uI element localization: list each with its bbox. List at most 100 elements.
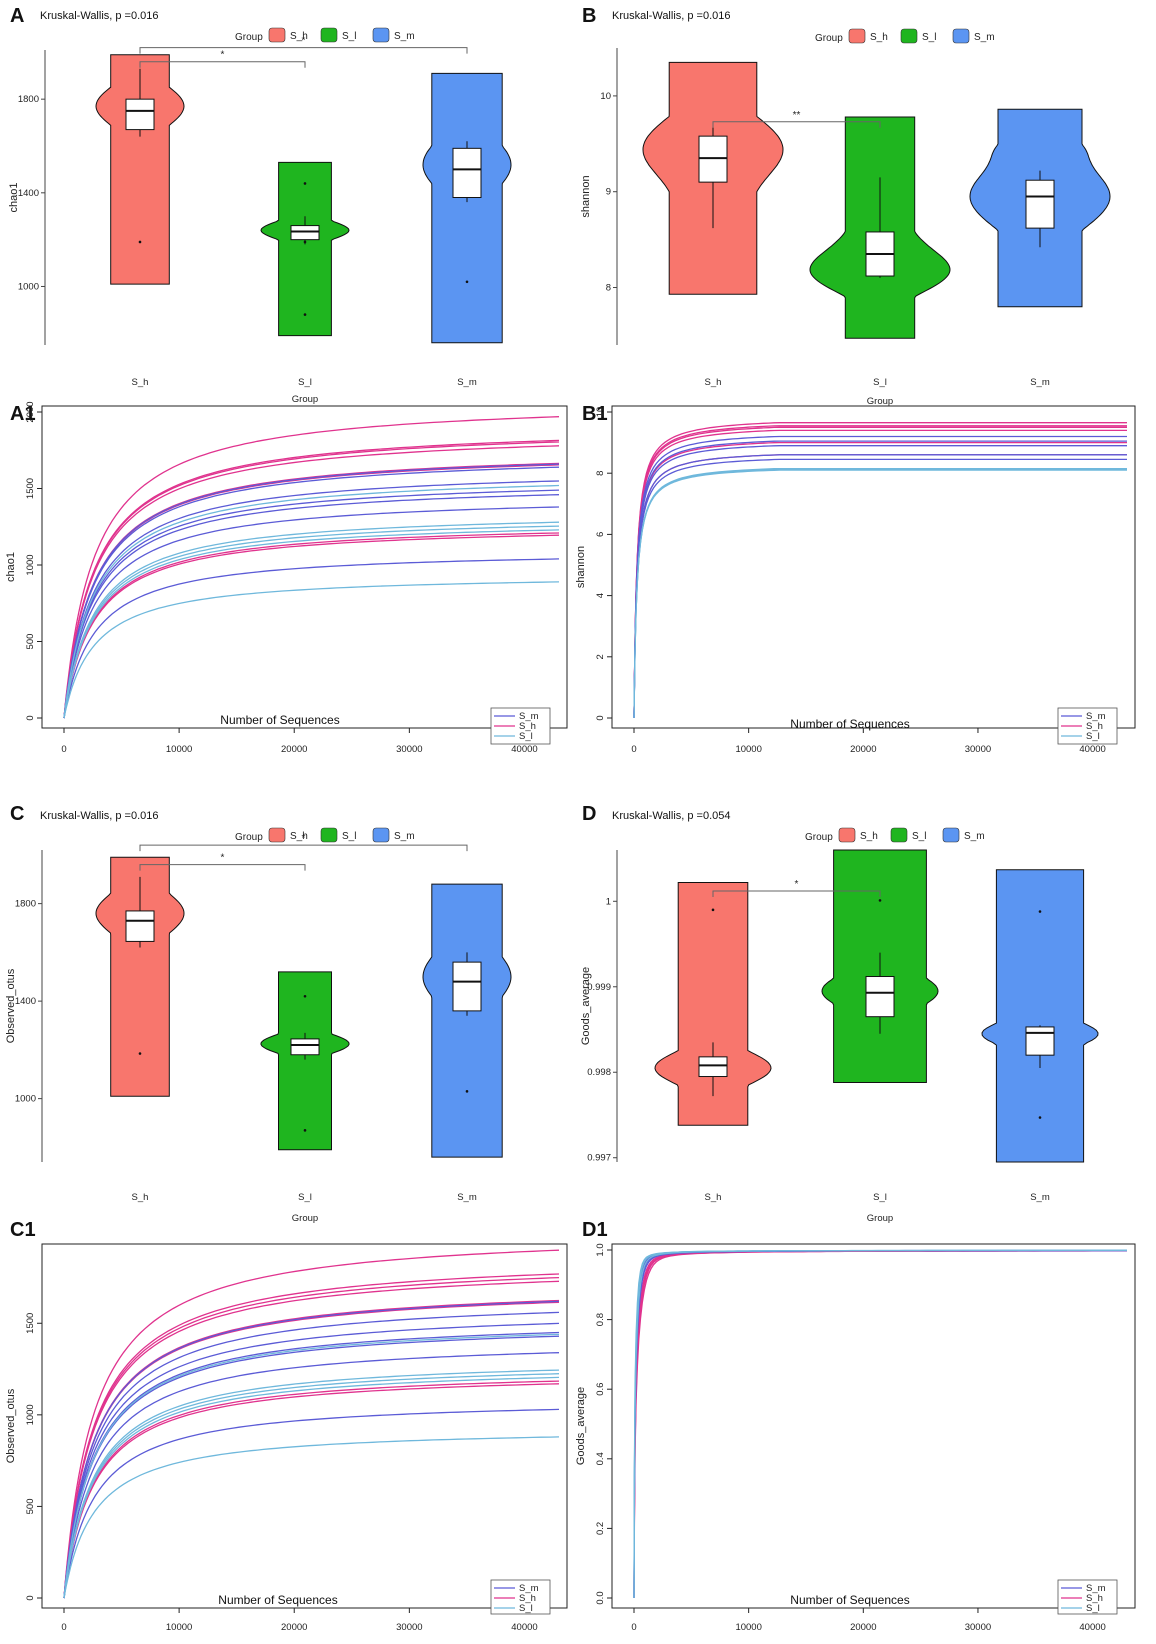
legend-entry: S_l xyxy=(342,31,356,42)
curve-s_m xyxy=(633,1249,1127,1599)
legend-entry: S_l xyxy=(1086,1603,1100,1614)
curve-s_m xyxy=(633,1249,1127,1599)
y-tick-label: 6 xyxy=(595,532,606,537)
significance-label: * xyxy=(221,50,225,61)
y-tick-label: 1.0 xyxy=(595,1243,606,1256)
box-iqr xyxy=(1025,179,1055,229)
legend-entry: S_m xyxy=(394,831,415,842)
box-iqr xyxy=(1025,1026,1055,1056)
legend-entry: S_m xyxy=(519,1583,539,1594)
x-tick-label: S_m xyxy=(1030,377,1050,388)
curve-s_h xyxy=(63,445,560,719)
y-tick-label: 0.998 xyxy=(587,1067,611,1078)
y-tick-label: 0.2 xyxy=(595,1522,606,1535)
outlier-point xyxy=(878,899,882,902)
x-tick-label: 40000 xyxy=(511,744,537,755)
curve-s_l xyxy=(63,1373,560,1599)
legend-title: Group xyxy=(235,32,263,43)
curve-s_l xyxy=(63,1369,560,1599)
x-axis-title: Group xyxy=(867,1213,893,1224)
significance-bracket xyxy=(712,890,881,898)
curve-s_m xyxy=(633,440,1127,719)
box-iqr xyxy=(290,225,320,241)
curve-s_h xyxy=(63,462,560,719)
curve-s_l xyxy=(633,469,1127,719)
y-tick-label: 0.999 xyxy=(587,982,611,993)
violin-s_l xyxy=(260,161,350,337)
y-tick-label: 1800 xyxy=(18,94,39,105)
panel-d1: D1 0 10000 20000 30000 40000 0.0 0.2 0.4 0.6 0.8 1.… xyxy=(575,1219,1136,1633)
significance-label: * xyxy=(795,879,799,890)
box-iqr xyxy=(125,910,155,942)
y-tick-label: 1000 xyxy=(25,554,36,575)
plot-frame xyxy=(611,405,1136,729)
x-tick-label: S_l xyxy=(873,1192,887,1203)
significance-bracket xyxy=(712,121,881,128)
panel-a1: A1 0 10000 20000 30000 40000 0 500 1000 1500 2000 c… xyxy=(5,401,568,755)
x-tick-label: S_m xyxy=(1030,1192,1050,1203)
y-tick-label: 1400 xyxy=(18,188,39,199)
test-subtitle: Kruskal-Wallis, p =0.016 xyxy=(40,810,159,822)
curve-s_h xyxy=(633,1249,1128,1599)
x-tick-label: 30000 xyxy=(396,1622,422,1633)
significance-bracket xyxy=(139,844,468,852)
legend-entry: S_h xyxy=(519,721,536,732)
outlier-point xyxy=(138,240,142,244)
curve-s_h xyxy=(63,1383,560,1599)
y-tick-label: 1000 xyxy=(25,1404,36,1425)
curve-s_h xyxy=(63,1280,560,1599)
panel-c1: C1 0 10000 20000 30000 40000 0 500 1000 1500 Obser… xyxy=(5,1219,568,1633)
legend-swatch xyxy=(890,827,908,843)
legend-entry: S_h xyxy=(519,1593,536,1604)
curve-s_m xyxy=(63,1322,560,1599)
y-axis-title: Observed_otus xyxy=(5,968,17,1043)
legend-entry: S_h xyxy=(1086,721,1103,732)
panel-b1: B1 0 10000 20000 30000 40000 0 2 4 6 8 10 shannon Num… xyxy=(575,403,1136,755)
plot-frame xyxy=(41,1243,568,1609)
curve-s_m xyxy=(63,506,560,719)
curve-s_m xyxy=(633,454,1127,719)
curve-s_m xyxy=(63,1352,560,1599)
x-tick-label: 20000 xyxy=(281,744,307,755)
curve-s_l xyxy=(633,468,1127,719)
legend-entry: S_h xyxy=(860,831,878,842)
y-tick-label: 0.4 xyxy=(595,1452,606,1465)
plot-frame xyxy=(41,405,568,729)
legend-swatch xyxy=(320,827,338,843)
outlier-point xyxy=(303,182,307,185)
legend-entry: S_l xyxy=(1086,731,1100,742)
test-subtitle: Kruskal-Wallis, p =0.054 xyxy=(612,810,731,822)
curve-s_l xyxy=(63,529,560,719)
y-axis-title: shannon xyxy=(580,175,592,217)
x-tick-label: 20000 xyxy=(850,1622,876,1633)
violin-s_h xyxy=(95,54,185,285)
legend-entry: S_m xyxy=(1086,711,1106,722)
legend-swatch xyxy=(848,28,866,44)
y-axis-title: chao1 xyxy=(8,183,20,213)
x-tick-label: S_l xyxy=(873,377,887,388)
legend-swatch xyxy=(952,28,970,44)
y-tick-label: 500 xyxy=(25,1498,36,1514)
y-tick-label: 1000 xyxy=(18,281,39,292)
x-axis-title: Number of Sequences xyxy=(218,1593,337,1607)
x-axis-title: Number of Sequences xyxy=(790,717,909,731)
legend-swatch xyxy=(942,827,960,843)
curve-s_h xyxy=(633,429,1127,719)
box-iqr xyxy=(452,147,482,198)
curve-s_l xyxy=(63,1436,560,1599)
legend-entry: S_m xyxy=(1086,1583,1106,1594)
x-tick-label: 10000 xyxy=(166,1622,192,1633)
x-tick-label: S_l xyxy=(298,377,312,388)
legend-entry: S_l xyxy=(912,831,926,842)
legend-entry: S_m xyxy=(519,711,539,722)
curve-s_h xyxy=(633,425,1127,719)
legend-entry: S_m xyxy=(974,32,995,43)
box-iqr xyxy=(125,98,155,131)
y-axis-title: chao1 xyxy=(5,552,17,582)
violin-s_m xyxy=(981,869,1099,1163)
x-tick-label: 0 xyxy=(631,744,636,755)
violin-s_h xyxy=(95,856,185,1097)
outlier-point xyxy=(303,313,307,316)
violin-s_m xyxy=(422,72,512,344)
panel-label: A xyxy=(10,5,24,27)
